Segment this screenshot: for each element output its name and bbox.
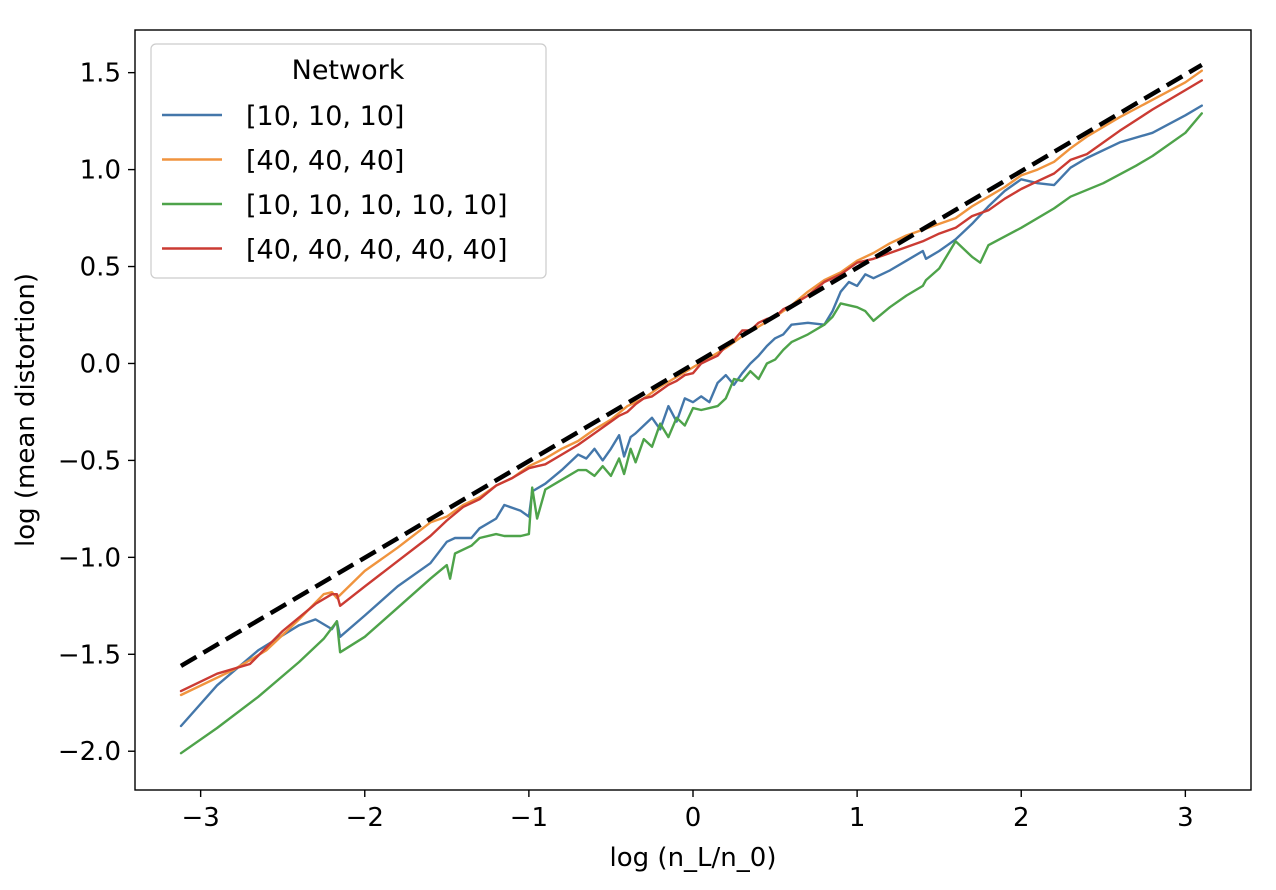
y-tick-label: −2.0 <box>58 737 121 767</box>
legend-entry-label: [10, 10, 10, 10, 10] <box>246 190 508 221</box>
series-line-4 <box>179 79 1204 693</box>
x-axis-label: log (n_L/n_0) <box>610 843 777 873</box>
legend-entry-label: [40, 40, 40] <box>246 146 404 177</box>
axis-ticks: −3 −2 −1 0 1 2 3 −2.0 −1.5 −1.0 −0.5 0.0 0.5 1.0 1.5 <box>58 59 1194 833</box>
legend-entry-label: [10, 10, 10] <box>246 101 404 132</box>
y-tick-label: −0.5 <box>58 446 121 476</box>
y-axis-label: log (mean distortion) <box>11 273 41 547</box>
x-tick-label: 0 <box>685 803 702 833</box>
y-tick-label: 0.0 <box>80 349 121 379</box>
series-layer <box>179 62 1204 755</box>
y-tick-label: 1.0 <box>80 156 121 186</box>
x-tick-label: 2 <box>1013 803 1030 833</box>
x-tick-label: −3 <box>181 803 219 833</box>
y-tick-label: −1.0 <box>58 543 121 573</box>
x-tick-label: −2 <box>346 803 384 833</box>
y-tick-label: −1.5 <box>58 640 121 670</box>
legend-entry-label: [40, 40, 40, 40, 40] <box>246 235 508 266</box>
x-tick-label: −1 <box>510 803 548 833</box>
series-line-3 <box>179 112 1204 755</box>
legend-items: [10, 10, 10] [40, 40, 40] [10, 10, 10, 10,… <box>162 101 508 266</box>
x-tick-label: 3 <box>1177 803 1194 833</box>
legend-title: Network <box>292 55 405 86</box>
series-line-1 <box>179 104 1204 728</box>
legend: Network [10, 10, 10][40, 40, 40][10, 10,… <box>150 43 547 279</box>
reference-dashed-line <box>179 62 1203 668</box>
y-tick-label: 0.5 <box>80 253 121 283</box>
y-tick-label: 1.5 <box>80 59 121 89</box>
legend-box <box>150 43 547 279</box>
x-tick-label: 1 <box>849 803 866 833</box>
series-line-2 <box>179 69 1204 697</box>
